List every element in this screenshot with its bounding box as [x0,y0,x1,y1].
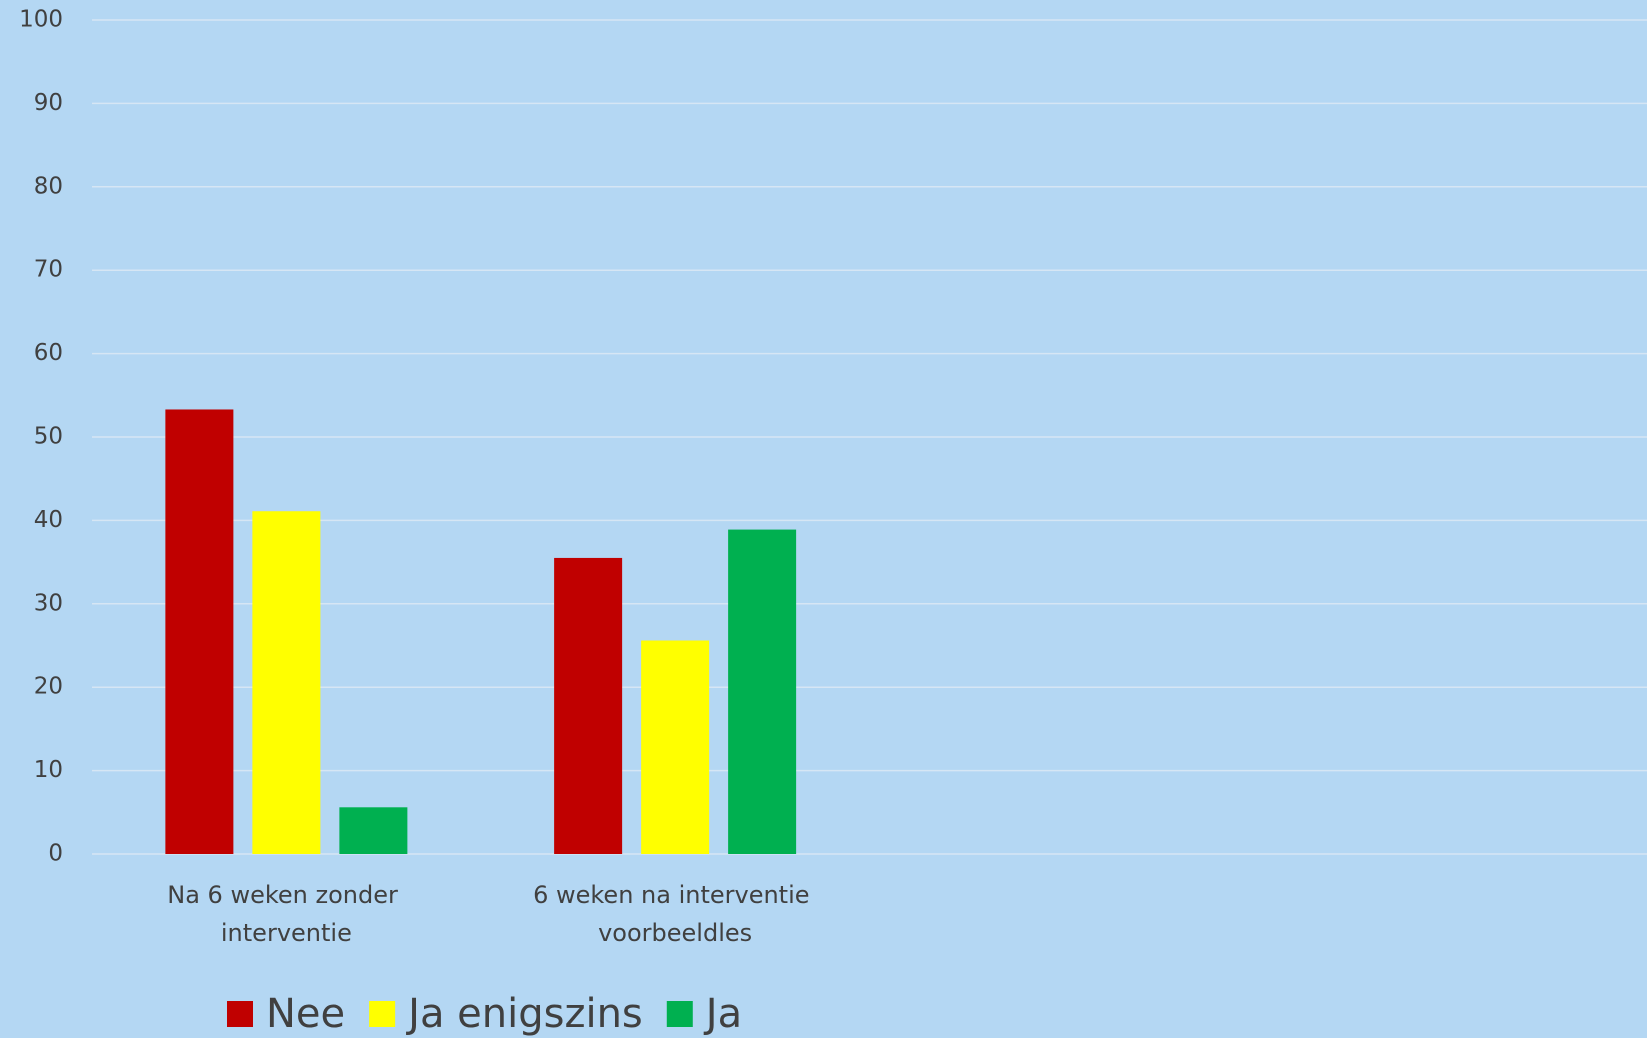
y-tick-label: 40 [34,507,63,533]
legend-label: Ja [703,991,742,1037]
x-tick-label: Na 6 weken zonder interventie [167,881,405,947]
bar [165,409,234,854]
bar [252,511,321,854]
x-tick-line: interventie [221,919,352,947]
legend-label: Nee [266,991,345,1037]
legend-swatch [227,1001,253,1027]
x-tick-line: 6 weken na interventie [533,881,817,909]
y-tick-label: 30 [34,590,63,616]
legend-label: Ja enigszins [405,991,643,1037]
x-tick-line: Na 6 weken zonder [167,881,405,909]
y-tick-label: 90 [34,90,63,116]
x-tick-label: 6 weken na interventie voorbeeldles [533,881,817,947]
bar [728,529,797,854]
bar [554,557,623,854]
legend-swatch [666,1001,693,1027]
y-tick-label: 70 [34,257,63,283]
x-tick-line: voorbeeldles [598,919,752,947]
y-tick-label: 100 [19,7,63,33]
bar [641,640,710,854]
y-tick-label: 0 [48,841,63,867]
y-tick-label: 10 [34,757,63,783]
bar [339,807,408,854]
y-tick-label: 80 [34,173,63,199]
y-tick-label: 60 [34,340,63,366]
y-tick-label: 20 [34,674,63,700]
legend-swatch [369,1001,396,1027]
y-tick-label: 50 [34,424,63,450]
